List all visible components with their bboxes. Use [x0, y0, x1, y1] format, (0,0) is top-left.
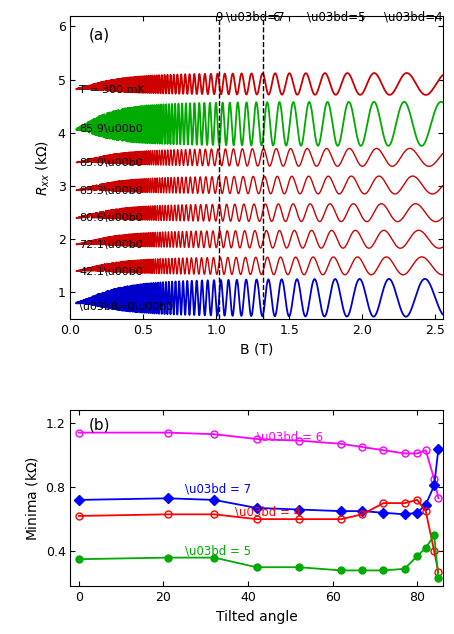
- Text: \u03bd = 4: \u03bd = 4: [235, 505, 301, 519]
- Text: T = 300 mK: T = 300 mK: [79, 84, 145, 94]
- Text: \u03bd = 6: \u03bd = 6: [257, 430, 323, 443]
- Text: 80.6\u00b0: 80.6\u00b0: [79, 213, 143, 223]
- Y-axis label: Minima (k$\Omega$): Minima (k$\Omega$): [24, 456, 40, 541]
- X-axis label: Tilted angle: Tilted angle: [216, 610, 297, 624]
- Y-axis label: $R_{xx}$ (k$\Omega$): $R_{xx}$ (k$\Omega$): [35, 139, 52, 195]
- Text: 6: 6: [272, 11, 280, 24]
- Text: \u03bd=5: \u03bd=5: [307, 11, 365, 24]
- Text: (a): (a): [89, 28, 110, 43]
- Text: 42.1\u00b0: 42.1\u00b0: [79, 266, 143, 276]
- Text: 9: 9: [216, 11, 223, 24]
- Text: \u03bd=4: \u03bd=4: [384, 11, 443, 24]
- Text: 83.3\u00b0: 83.3\u00b0: [79, 186, 143, 196]
- Text: 85.9\u00b0: 85.9\u00b0: [79, 124, 143, 134]
- Text: (b): (b): [89, 417, 110, 432]
- X-axis label: B (T): B (T): [240, 342, 273, 356]
- Text: \u03b8=0\u00b0: \u03b8=0\u00b0: [79, 302, 173, 312]
- Text: \u03bd = 5: \u03bd = 5: [185, 545, 251, 558]
- Text: \u03bd = 7: \u03bd = 7: [185, 482, 251, 495]
- Text: 85.0\u00b0: 85.0\u00b0: [79, 158, 143, 168]
- Text: 72.1\u00b0: 72.1\u00b0: [79, 240, 143, 250]
- Text: \u03bd=7: \u03bd=7: [226, 11, 284, 24]
